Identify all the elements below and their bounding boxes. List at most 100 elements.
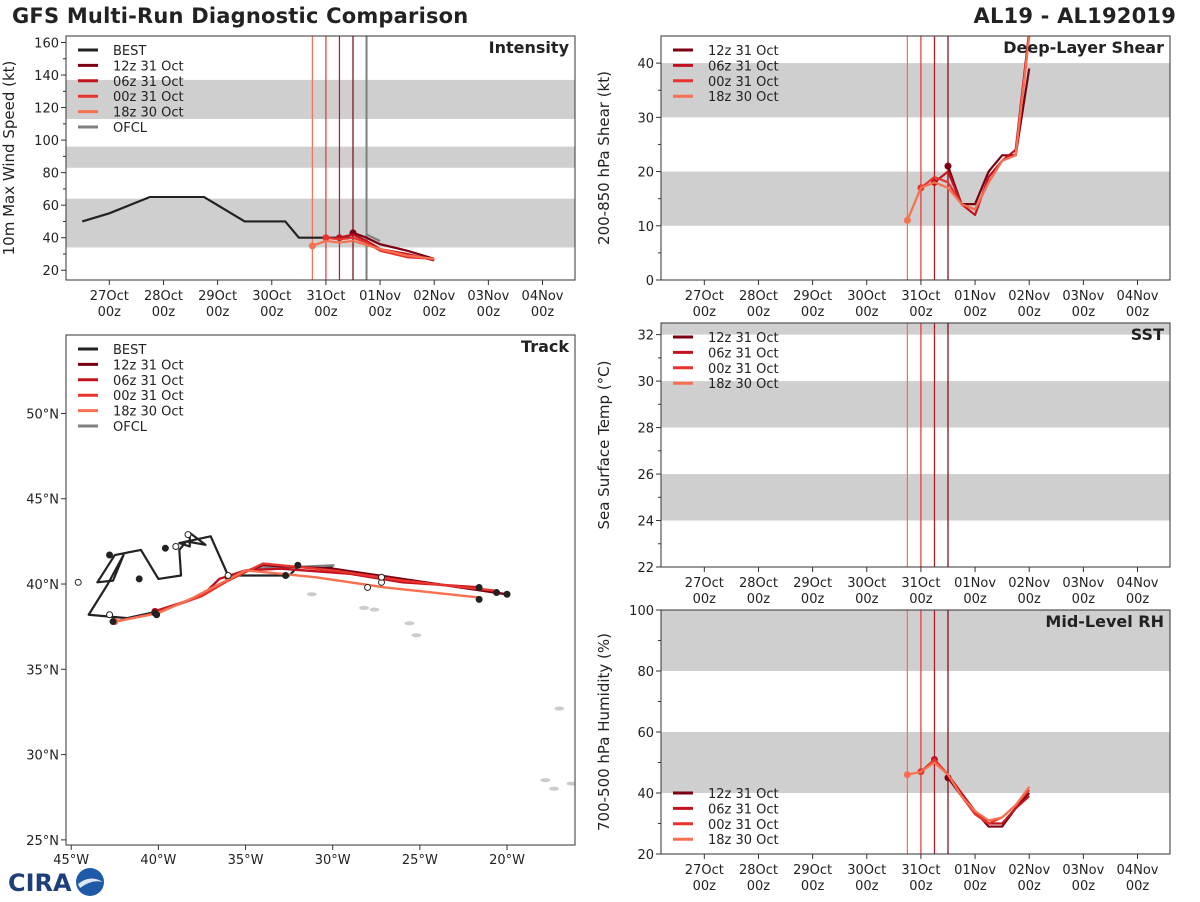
intensity-xtick-label: 00z: [152, 305, 176, 320]
sst-xtick-label: 03Nov: [1062, 576, 1104, 591]
track-legend-label: BEST: [113, 343, 146, 358]
sst-xtick-label: 02Nov: [1008, 576, 1050, 591]
track-point: [172, 543, 180, 551]
intensity-ytick-label: 100: [34, 134, 59, 149]
track-xtick-label: 30°W: [315, 853, 351, 868]
track-title: Track: [521, 337, 569, 356]
track-xtick-label: 25°W: [402, 853, 438, 868]
intensity-xtick-label: 00z: [531, 305, 555, 320]
shear-ytick-label: 30: [637, 111, 654, 126]
track-point: [184, 531, 192, 539]
sst-legend-label: 12z 31 Oct: [708, 331, 779, 346]
rh-xtick-label: 02Nov: [1008, 863, 1050, 878]
track-legend-label: 12z 31 Oct: [113, 358, 184, 373]
shear-xtick-label: 00z: [801, 305, 825, 320]
track-ytick-label: 30°N: [26, 749, 59, 764]
panel-track: 25°N 30°N 35°N 40°N 45°N 50°N 45°W 40°W 35°W 30°W…: [26, 334, 576, 868]
island-mark: [359, 605, 370, 610]
rh-xtick-label: 00z: [909, 879, 933, 894]
rh-xtick-label: 00z: [1072, 879, 1096, 894]
sst-xtick-label: 00z: [963, 592, 987, 607]
sst-xtick-label: 00z: [1018, 592, 1042, 607]
rh-ytick-label: 40: [637, 787, 654, 802]
rh-xtick-label: 00z: [693, 879, 717, 894]
intensity-xtick-label: 03Nov: [467, 289, 509, 304]
sst-xtick-label: 30Oct: [847, 576, 886, 591]
rh-legend-label: 18z 30 Oct: [708, 833, 779, 848]
sst-ytick-label: 32: [637, 329, 654, 344]
track-xtick-label: 45°W: [53, 853, 89, 868]
rh-xtick-label: 03Nov: [1062, 863, 1104, 878]
track-line: [87, 531, 333, 620]
rh-xtick-label: 29Oct: [793, 863, 832, 878]
intensity-xtick-label: 31Oct: [306, 289, 345, 304]
sst-ytick-label: 22: [637, 561, 654, 576]
intensity-series-start-point: [322, 234, 330, 242]
sst-ylabel: Sea Surface Temp (°C): [595, 360, 613, 529]
rh-xtick-label: 00z: [855, 879, 879, 894]
intensity-band: [66, 146, 575, 168]
track-point: [153, 611, 161, 619]
sst-band: [661, 323, 1170, 335]
sst-band: [661, 381, 1170, 428]
shear-ytick-label: 20: [637, 166, 654, 181]
track-point: [378, 573, 386, 581]
shear-xtick-label: 00z: [963, 305, 987, 320]
intensity-ytick-label: 140: [34, 69, 59, 84]
sst-xtick-label: 28Oct: [739, 576, 778, 591]
intensity-xtick-label: 28Oct: [144, 289, 183, 304]
track-ytick-label: 45°N: [26, 493, 59, 508]
sst-xtick-label: 29Oct: [793, 576, 832, 591]
rh-ytick-label: 60: [637, 726, 654, 741]
rh-band: [661, 732, 1170, 793]
intensity-series-line: [325, 236, 435, 260]
track-legend-label: 06z 31 Oct: [113, 374, 184, 389]
track-point: [364, 583, 372, 591]
shear-xtick-label: 30Oct: [847, 289, 886, 304]
shear-ytick-label: 10: [637, 220, 654, 235]
intensity-band: [66, 79, 575, 119]
intensity-ytick-label: 60: [42, 199, 59, 214]
rh-xtick-label: 30Oct: [847, 863, 886, 878]
rh-xtick-label: 01Nov: [954, 863, 996, 878]
track-point: [109, 618, 117, 626]
sst-legend-label: 00z 31 Oct: [708, 362, 779, 377]
rh-ytick-label: 20: [637, 848, 654, 863]
shear-xtick-label: 00z: [747, 305, 771, 320]
intensity-legend-label: OFCL: [113, 121, 148, 136]
intensity-series-start-point: [308, 242, 316, 250]
intensity-band: [66, 198, 575, 248]
track-point: [74, 578, 82, 586]
shear-plot-area: [661, 36, 1170, 280]
intensity-title: Intensity: [489, 38, 570, 57]
shear-band: [661, 63, 1170, 118]
shear-xtick-label: 00z: [1072, 305, 1096, 320]
panel-intensity: 2040608010012014016027Oct00z28Oct00z29Oc…: [0, 35, 576, 320]
rh-xtick-label: 31Oct: [901, 863, 940, 878]
sst-xtick-label: 01Nov: [954, 576, 996, 591]
sst-ytick-label: 28: [637, 422, 654, 437]
shear-legend-label: 00z 31 Oct: [708, 75, 779, 90]
shear-series-line: [906, 36, 1031, 221]
intensity-series-line: [312, 239, 435, 260]
panel-sst: 22242628303227Oct00z28Oct00z29Oct00z30Oc…: [595, 322, 1171, 607]
track-point: [503, 590, 511, 598]
intensity-xtick-label: 27Oct: [90, 289, 129, 304]
intensity-xtick-label: 00z: [368, 305, 392, 320]
shear-legend-label: 18z 30 Oct: [708, 90, 779, 105]
intensity-xtick-label: 04Nov: [522, 289, 564, 304]
track-legend-label: 18z 30 Oct: [113, 405, 184, 420]
shear-xtick-label: 31Oct: [901, 289, 940, 304]
sst-frame: [660, 322, 1171, 568]
intensity-xtick-label: 00z: [206, 305, 230, 320]
shear-xtick-label: 04Nov: [1117, 289, 1159, 304]
intensity-plot-area: [66, 36, 575, 280]
shear-xtick-label: 00z: [693, 305, 717, 320]
track-xtick-label: 40°W: [140, 853, 176, 868]
shear-xtick-label: 28Oct: [739, 289, 778, 304]
rh-xtick-label: 00z: [963, 879, 987, 894]
logo-text: CIRA: [8, 869, 72, 897]
track-point: [294, 561, 302, 569]
track-ytick-label: 40°N: [26, 578, 59, 593]
